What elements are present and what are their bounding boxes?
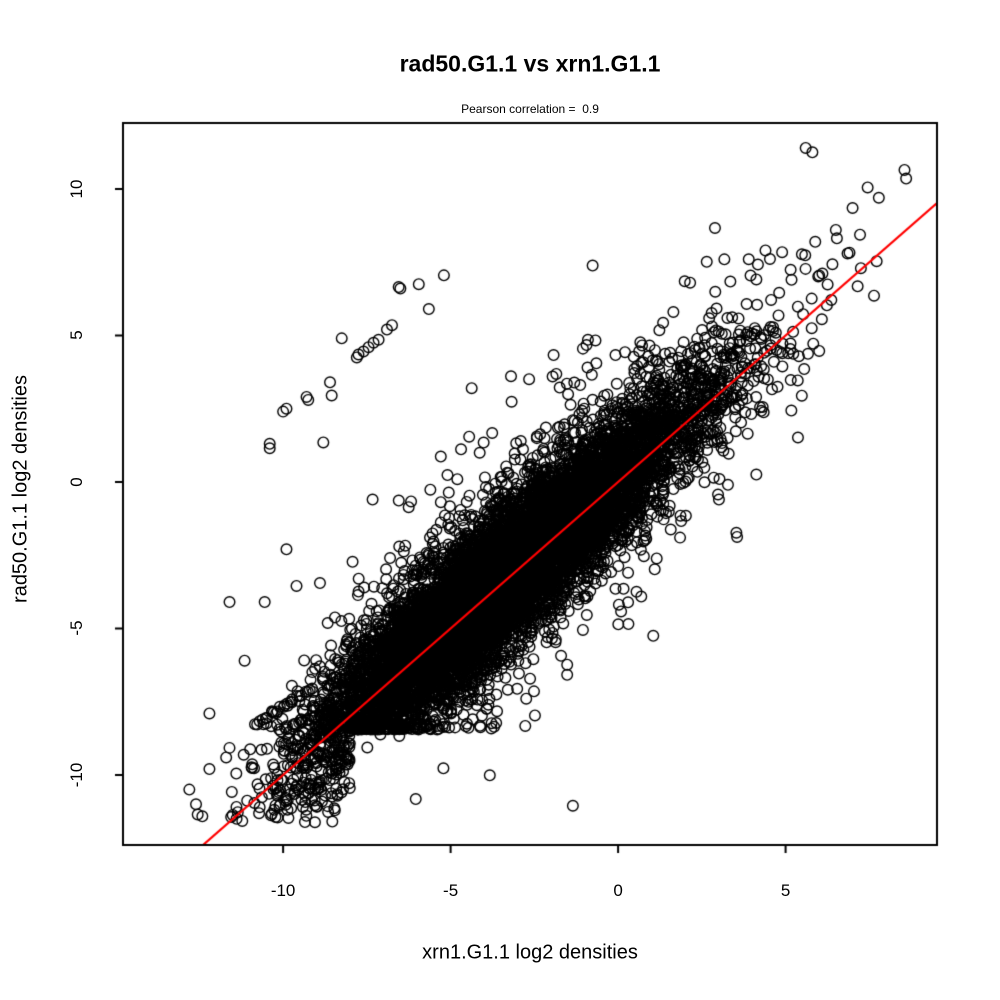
x-tick-label-0: 0 (613, 881, 623, 900)
y-axis-label: rad50.G1.1 log2 densities (9, 375, 32, 603)
y-tick-label-10: 10 (67, 179, 86, 199)
x-tick-label-neg10: -10 (270, 881, 296, 900)
x-tick-label-5: 5 (780, 881, 791, 900)
y-tick-label-5: 5 (67, 330, 86, 341)
y-tick-label-0: 0 (67, 477, 86, 487)
chart-subtitle: Pearson correlation = 0.9 (461, 102, 599, 116)
chart-title: rad50.G1.1 vs xrn1.G1.1 (399, 50, 661, 77)
y-tick-label-neg5: -5 (67, 620, 86, 637)
y-tick-label-neg10: -10 (67, 762, 86, 788)
x-axis-label: xrn1.G1.1 log2 densities (422, 941, 638, 964)
x-tick-label-neg5: -5 (443, 881, 459, 900)
